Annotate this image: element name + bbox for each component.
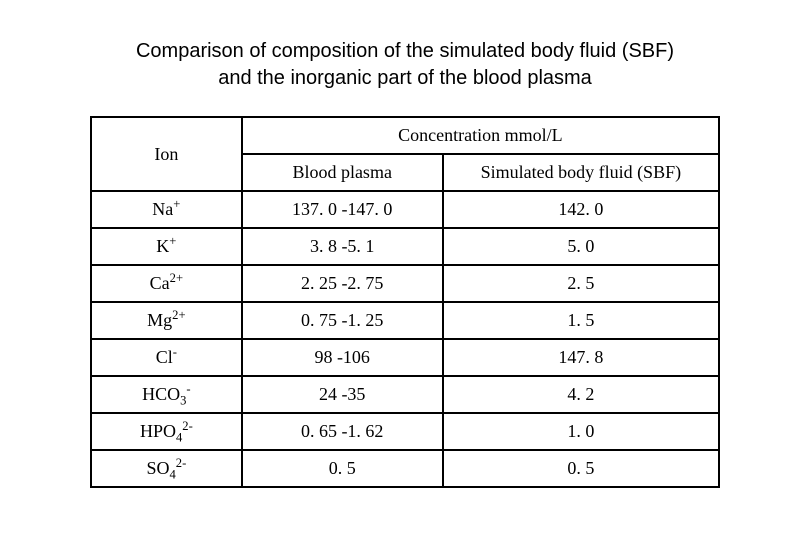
table-row: Cl- 98 -106147. 8 bbox=[91, 339, 719, 376]
table-row: Ca2+ 2. 25 -2. 752. 5 bbox=[91, 265, 719, 302]
page-title: Comparison of composition of the simulat… bbox=[90, 38, 720, 92]
composition-table: Ion Concentration mmol/L Blood plasma Si… bbox=[90, 116, 720, 488]
blood-plasma-cell: 2. 25 -2. 75 bbox=[242, 265, 443, 302]
ion-label: Ca2+ bbox=[150, 273, 183, 293]
sbf-cell: 0. 5 bbox=[443, 450, 719, 487]
ion-label: SO42- bbox=[146, 458, 186, 478]
table-row: HCO3- 24 -354. 2 bbox=[91, 376, 719, 413]
ion-cell: Ca2+ bbox=[91, 265, 242, 302]
table-header-row-1: Ion Concentration mmol/L bbox=[91, 117, 719, 154]
ion-cell: Cl- bbox=[91, 339, 242, 376]
ion-label: Na+ bbox=[152, 199, 180, 219]
table-row: K+ 3. 8 -5. 15. 0 bbox=[91, 228, 719, 265]
page: Comparison of composition of the simulat… bbox=[0, 0, 810, 540]
ion-label: K+ bbox=[156, 236, 176, 256]
sbf-cell: 142. 0 bbox=[443, 191, 719, 228]
sbf-cell: 1. 0 bbox=[443, 413, 719, 450]
sbf-cell: 1. 5 bbox=[443, 302, 719, 339]
ion-cell: Na+ bbox=[91, 191, 242, 228]
header-concentration: Concentration mmol/L bbox=[242, 117, 719, 154]
table-row: Na+ 137. 0 -147. 0142. 0 bbox=[91, 191, 719, 228]
header-ion: Ion bbox=[91, 117, 242, 191]
ion-charge: + bbox=[169, 234, 176, 248]
ion-cell: HCO3- bbox=[91, 376, 242, 413]
blood-plasma-cell: 0. 65 -1. 62 bbox=[242, 413, 443, 450]
blood-plasma-cell: 137. 0 -147. 0 bbox=[242, 191, 443, 228]
header-blood-plasma: Blood plasma bbox=[242, 154, 443, 191]
ion-label: HPO42- bbox=[140, 421, 193, 441]
blood-plasma-cell: 0. 75 -1. 25 bbox=[242, 302, 443, 339]
table-row: SO42- 0. 50. 5 bbox=[91, 450, 719, 487]
ion-charge: - bbox=[173, 345, 177, 359]
ion-label: Cl- bbox=[156, 347, 177, 367]
blood-plasma-cell: 24 -35 bbox=[242, 376, 443, 413]
sbf-cell: 147. 8 bbox=[443, 339, 719, 376]
ion-cell: Mg2+ bbox=[91, 302, 242, 339]
blood-plasma-cell: 0. 5 bbox=[242, 450, 443, 487]
title-line-1: Comparison of composition of the simulat… bbox=[136, 40, 674, 62]
ion-charge: + bbox=[173, 197, 180, 211]
sbf-cell: 4. 2 bbox=[443, 376, 719, 413]
ion-cell: HPO42- bbox=[91, 413, 242, 450]
blood-plasma-cell: 98 -106 bbox=[242, 339, 443, 376]
ion-charge: 2+ bbox=[170, 271, 183, 285]
ion-charge: 2+ bbox=[172, 308, 185, 322]
table-row: HPO42- 0. 65 -1. 621. 0 bbox=[91, 413, 719, 450]
ion-label: Mg2+ bbox=[147, 310, 185, 330]
table-row: Mg2+ 0. 75 -1. 251. 5 bbox=[91, 302, 719, 339]
blood-plasma-cell: 3. 8 -5. 1 bbox=[242, 228, 443, 265]
ion-charge: 2- bbox=[176, 456, 187, 470]
ion-charge: 2- bbox=[182, 419, 193, 433]
header-sbf: Simulated body fluid (SBF) bbox=[443, 154, 719, 191]
sbf-cell: 2. 5 bbox=[443, 265, 719, 302]
ion-charge: - bbox=[186, 382, 190, 396]
ion-label: HCO3- bbox=[142, 384, 191, 404]
ion-cell: K+ bbox=[91, 228, 242, 265]
title-line-2: and the inorganic part of the blood plas… bbox=[218, 67, 592, 89]
table-body: Na+137. 0 -147. 0142. 0K+3. 8 -5. 15. 0C… bbox=[91, 191, 719, 487]
ion-cell: SO42- bbox=[91, 450, 242, 487]
sbf-cell: 5. 0 bbox=[443, 228, 719, 265]
